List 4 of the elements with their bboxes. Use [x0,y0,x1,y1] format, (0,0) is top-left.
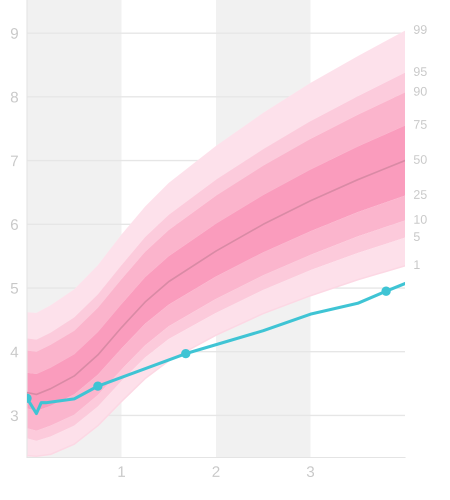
point [381,286,391,296]
point [181,348,190,358]
point [93,381,103,391]
line-series [27,282,405,416]
